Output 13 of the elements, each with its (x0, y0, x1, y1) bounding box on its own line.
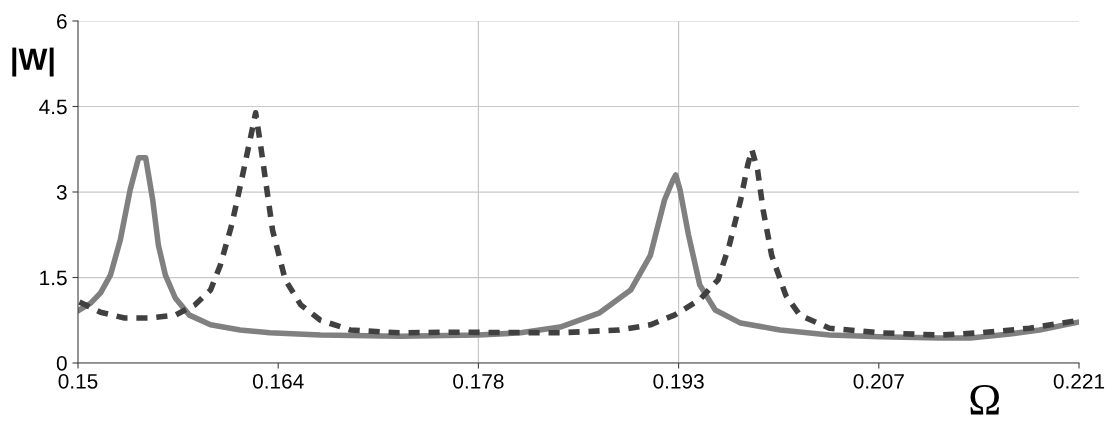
y-tick-label: 3 (56, 185, 67, 200)
x-tick-label: 0.207 (853, 373, 904, 389)
y-tick-label: 6 (57, 14, 67, 29)
x-tick-label: 0.193 (653, 373, 704, 389)
x-tick-label: 0.15 (58, 373, 98, 389)
y-tick-label: 1.5 (40, 270, 67, 286)
x-axis-title: Ω (970, 385, 999, 415)
x-tick-label: 0.164 (252, 373, 304, 389)
y-tick-label: 0 (56, 356, 67, 371)
x-tick-label: 0.221 (1053, 373, 1105, 389)
x-tick-label: 0.178 (453, 373, 504, 389)
y-tick-label: 4.5 (39, 99, 67, 115)
y-axis-title: |W| (12, 47, 54, 77)
